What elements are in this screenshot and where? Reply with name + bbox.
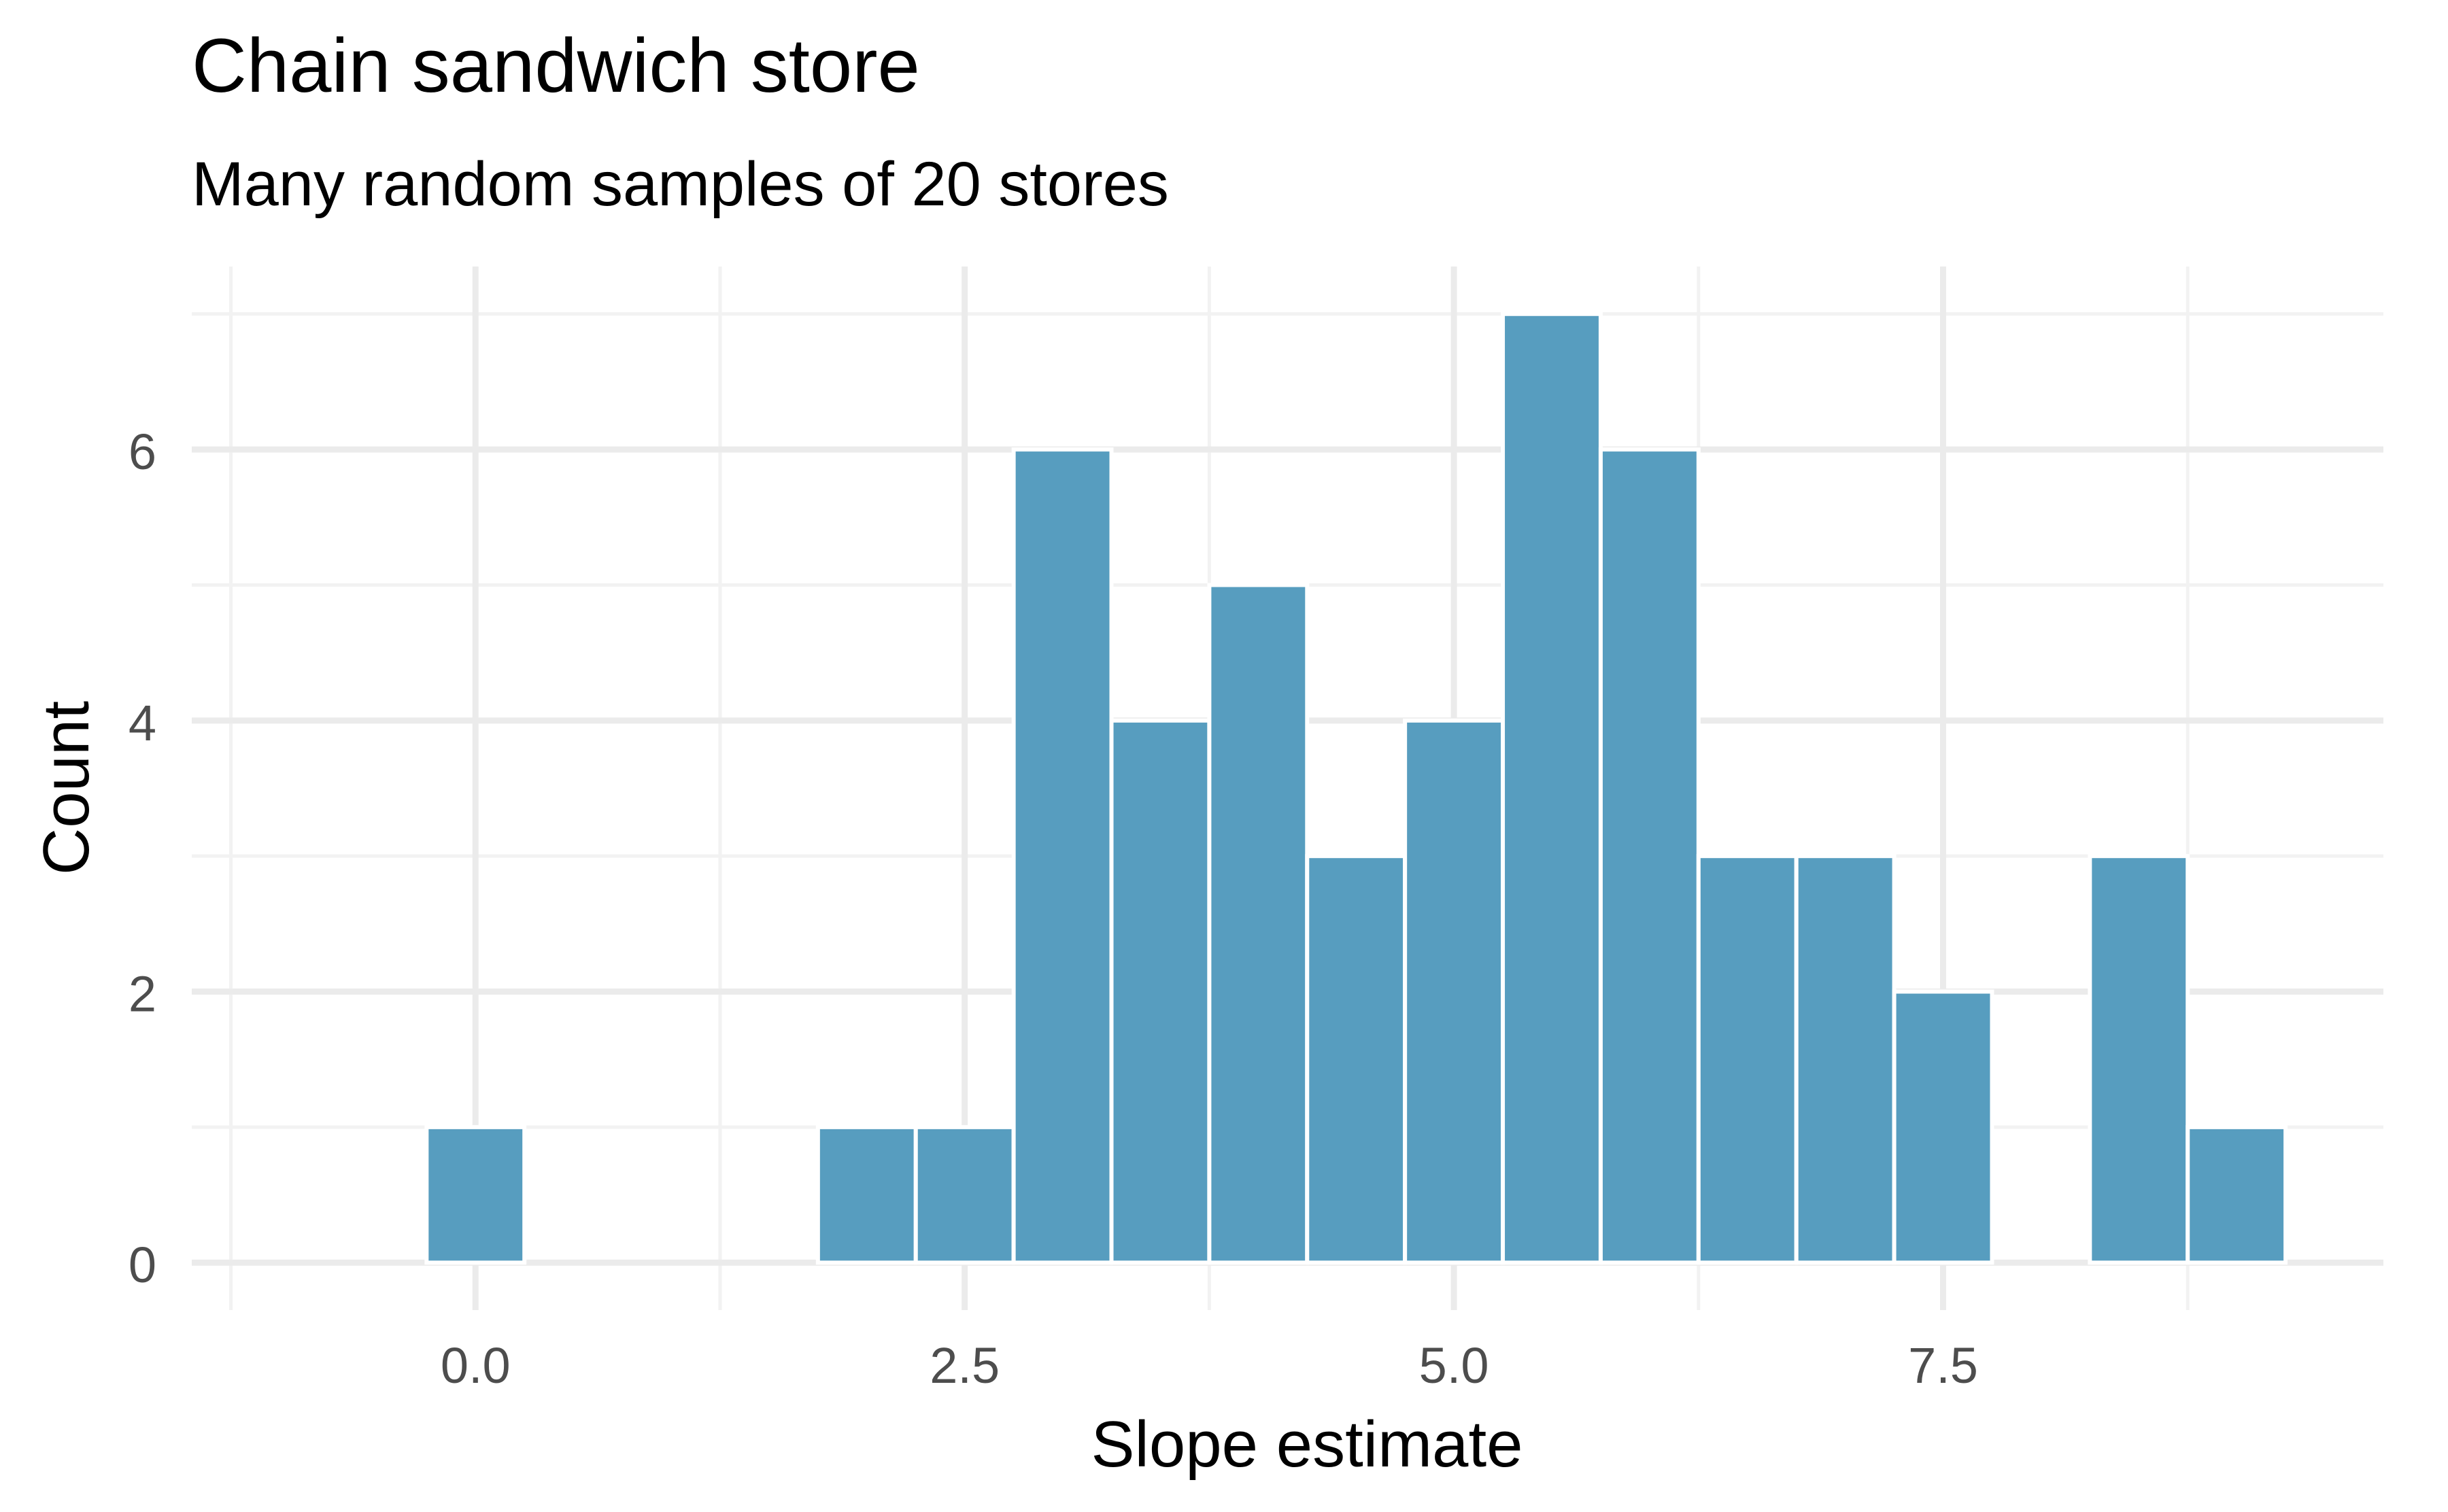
y-tick-label: 0 xyxy=(129,1237,156,1293)
y-tick-label: 6 xyxy=(129,424,156,480)
histogram-bar xyxy=(1011,447,1114,1265)
histogram-bar xyxy=(2088,854,2190,1265)
histogram-bar xyxy=(1598,447,1701,1265)
histogram-bar xyxy=(1794,854,1897,1265)
y-axis-title: Count xyxy=(30,701,103,875)
x-tick-label: 7.5 xyxy=(1908,1337,1978,1394)
histogram-bar xyxy=(424,1124,527,1265)
histogram-bar xyxy=(815,1124,918,1265)
x-axis-title: Slope estimate xyxy=(1091,1408,1523,1481)
histogram-bar xyxy=(913,1124,1016,1265)
x-tick-label: 5.0 xyxy=(1419,1337,1489,1394)
plot-area: 0 2 4 6 0.0 2.5 5.0 7.5 xyxy=(129,267,2383,1394)
histogram-bar xyxy=(1403,718,1506,1265)
x-tick-label: 2.5 xyxy=(930,1337,1000,1394)
y-tick-label: 2 xyxy=(129,966,156,1023)
x-tick-label: 0.0 xyxy=(441,1337,511,1394)
histogram-bar xyxy=(2186,1124,2288,1265)
y-tick-label: 4 xyxy=(129,695,156,751)
histogram-bar xyxy=(1696,854,1799,1265)
histogram-bar xyxy=(1501,311,1603,1265)
histogram-bar xyxy=(1305,854,1408,1265)
chart-subtitle: Many random samples of 20 stores xyxy=(192,150,1169,219)
histogram-bar xyxy=(1892,989,1994,1265)
histogram-bar xyxy=(1109,718,1212,1265)
histogram-bar xyxy=(1207,583,1310,1265)
chart-title: Chain sandwich store xyxy=(192,23,920,108)
